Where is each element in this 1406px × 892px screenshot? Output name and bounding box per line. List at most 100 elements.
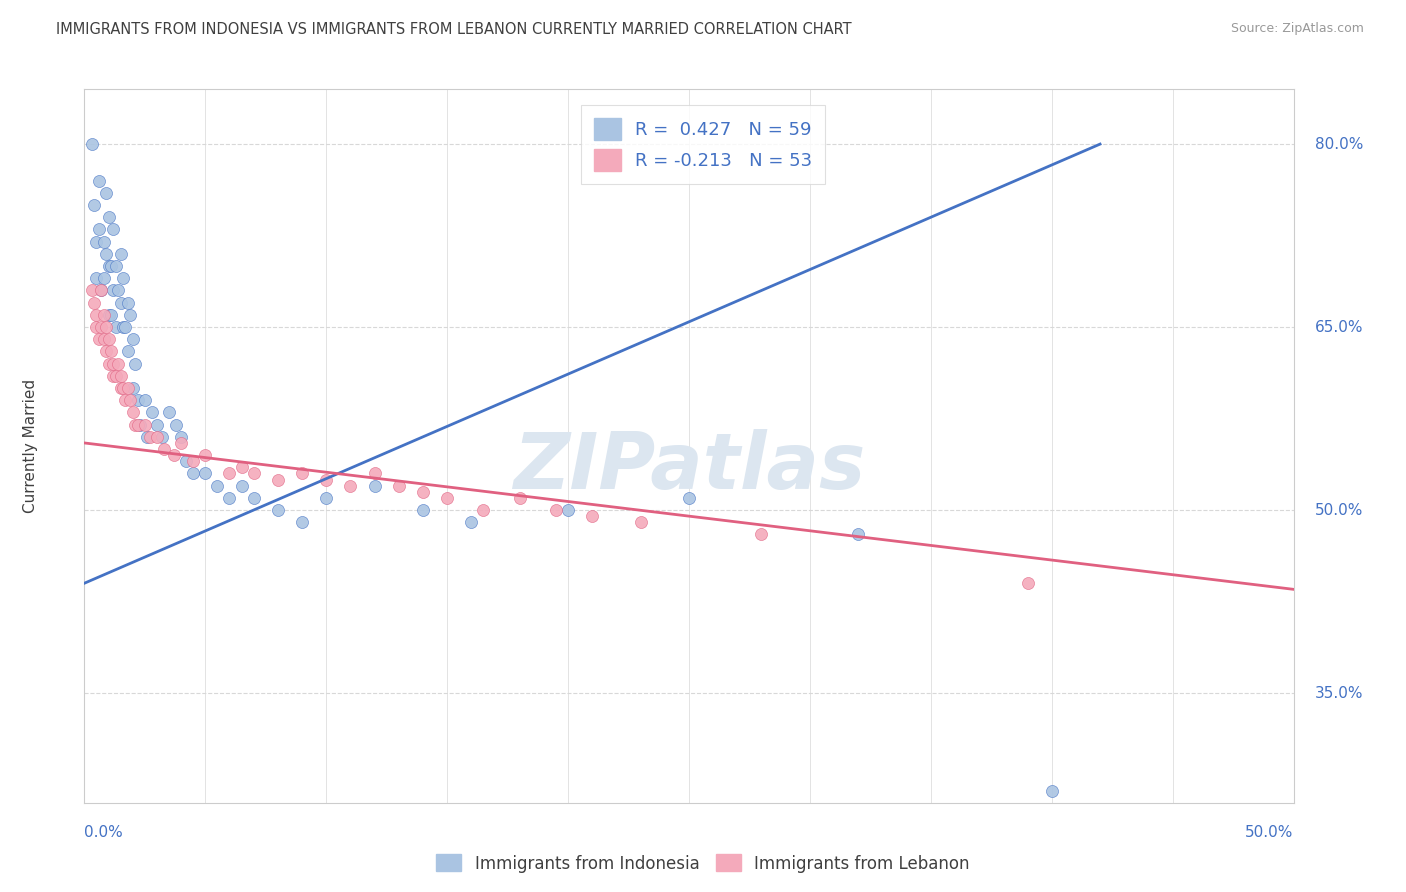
Point	[110, 247, 132, 261]
Point	[181, 454, 204, 468]
Point	[97, 357, 120, 371]
Point	[97, 308, 120, 322]
Point	[90, 284, 112, 298]
Point	[97, 211, 120, 225]
Point	[460, 515, 482, 529]
Text: ZIPatlas: ZIPatlas	[513, 429, 865, 506]
Point	[87, 222, 110, 236]
Point	[86, 271, 108, 285]
Point	[267, 503, 290, 517]
Legend: R =  0.427   N = 59, R = -0.213   N = 53: R = 0.427 N = 59, R = -0.213 N = 53	[581, 105, 825, 184]
Text: Source: ZipAtlas.com: Source: ZipAtlas.com	[1230, 22, 1364, 36]
Point	[846, 527, 869, 541]
Point	[218, 467, 240, 481]
Point	[678, 491, 700, 505]
Point	[315, 473, 337, 487]
Point	[194, 467, 217, 481]
Point	[146, 430, 169, 444]
Point	[472, 503, 495, 517]
Point	[363, 467, 385, 481]
Legend: Immigrants from Indonesia, Immigrants from Lebanon: Immigrants from Indonesia, Immigrants fr…	[430, 847, 976, 880]
Point	[107, 284, 129, 298]
Point	[117, 344, 139, 359]
Point	[509, 491, 531, 505]
Point	[93, 271, 115, 285]
Text: 65.0%: 65.0%	[1315, 319, 1362, 334]
Point	[138, 430, 160, 444]
Point	[93, 332, 115, 346]
Point	[103, 368, 125, 383]
Point	[90, 284, 112, 298]
Point	[87, 174, 110, 188]
Point	[181, 467, 204, 481]
Point	[120, 308, 142, 322]
Text: 80.0%: 80.0%	[1315, 136, 1362, 152]
Point	[83, 295, 105, 310]
Point	[97, 259, 120, 273]
Point	[94, 344, 117, 359]
Point	[436, 491, 458, 505]
Point	[242, 467, 264, 481]
Point	[94, 186, 117, 200]
Point	[388, 478, 411, 492]
Point	[110, 381, 132, 395]
Point	[103, 357, 125, 371]
Point	[112, 320, 135, 334]
Point	[170, 430, 193, 444]
Point	[557, 503, 579, 517]
Point	[114, 320, 136, 334]
Point	[150, 430, 173, 444]
Point	[121, 332, 143, 346]
Point	[165, 417, 187, 432]
Point	[127, 393, 149, 408]
Point	[103, 284, 125, 298]
Point	[117, 381, 139, 395]
Text: IMMIGRANTS FROM INDONESIA VS IMMIGRANTS FROM LEBANON CURRENTLY MARRIED CORRELATI: IMMIGRANTS FROM INDONESIA VS IMMIGRANTS …	[56, 22, 852, 37]
Point	[93, 235, 115, 249]
Point	[94, 247, 117, 261]
Point	[136, 430, 159, 444]
Point	[86, 320, 108, 334]
Point	[581, 509, 603, 524]
Point	[339, 478, 361, 492]
Point	[112, 271, 135, 285]
Text: 35.0%: 35.0%	[1315, 686, 1362, 700]
Point	[267, 473, 290, 487]
Point	[363, 478, 385, 492]
Point	[134, 393, 156, 408]
Point	[174, 454, 197, 468]
Point	[163, 448, 186, 462]
Point	[121, 405, 143, 419]
Point	[134, 417, 156, 432]
Point	[1040, 783, 1063, 797]
Point	[194, 448, 217, 462]
Point	[103, 222, 125, 236]
Point	[157, 405, 180, 419]
Point	[412, 503, 434, 517]
Point	[86, 235, 108, 249]
Point	[146, 417, 169, 432]
Point	[218, 491, 240, 505]
Text: 50.0%: 50.0%	[1246, 825, 1294, 840]
Point	[114, 393, 136, 408]
Point	[315, 491, 337, 505]
Point	[231, 460, 253, 475]
Point	[110, 295, 132, 310]
Point	[110, 368, 132, 383]
Point	[93, 308, 115, 322]
Point	[1017, 576, 1039, 591]
Point	[291, 467, 314, 481]
Point	[80, 137, 103, 152]
Point	[94, 320, 117, 334]
Text: 0.0%: 0.0%	[84, 825, 124, 840]
Point	[100, 259, 122, 273]
Point	[170, 436, 193, 450]
Point	[104, 320, 127, 334]
Point	[87, 332, 110, 346]
Point	[751, 527, 773, 541]
Point	[83, 198, 105, 212]
Point	[124, 417, 146, 432]
Point	[412, 484, 434, 499]
Point	[129, 417, 152, 432]
Point	[97, 332, 120, 346]
